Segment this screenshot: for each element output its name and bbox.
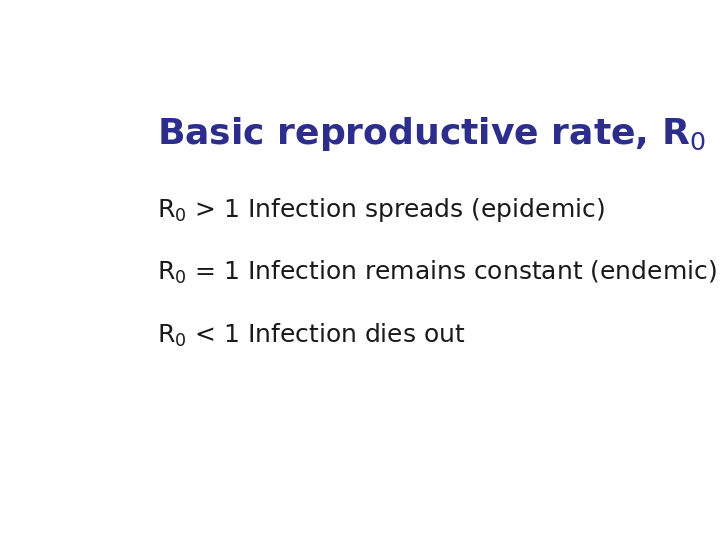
Text: R$_0$ < 1 Infection dies out: R$_0$ < 1 Infection dies out (157, 321, 466, 349)
Text: Basic reproductive rate, R$_0$: Basic reproductive rate, R$_0$ (157, 114, 706, 153)
Text: R$_0$ > 1 Infection spreads (epidemic): R$_0$ > 1 Infection spreads (epidemic) (157, 197, 605, 224)
Text: R$_0$ = 1 Infection remains constant (endemic): R$_0$ = 1 Infection remains constant (en… (157, 259, 716, 286)
